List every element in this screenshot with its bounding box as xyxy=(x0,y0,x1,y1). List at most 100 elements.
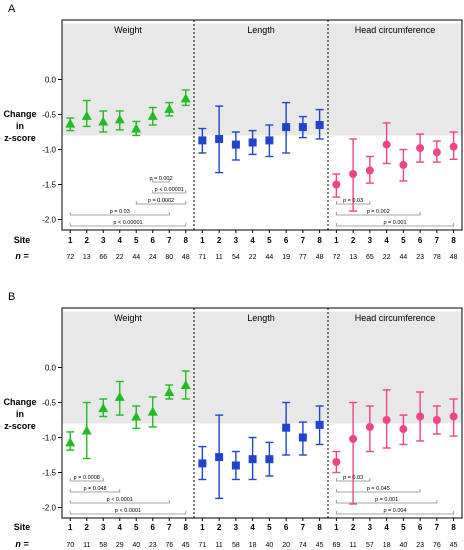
data-point xyxy=(147,110,158,120)
significance-bracket xyxy=(135,201,187,205)
site-tick-label: 3 xyxy=(234,523,239,532)
p-value-label: p = 0.001 xyxy=(383,220,406,226)
n-value: 69 xyxy=(332,542,340,549)
n-value: 22 xyxy=(383,254,391,261)
n-value: 58 xyxy=(99,542,107,549)
p-value-label: p = 0.045 xyxy=(367,486,390,492)
site-tick-label: 5 xyxy=(134,236,139,245)
n-value: 23 xyxy=(149,542,157,549)
y-axis-label-line: Change xyxy=(3,397,36,407)
n-value: 23 xyxy=(416,542,424,549)
data-point xyxy=(399,425,408,434)
panel-head-circumference: Head circumference 1 72 2 13 3 65 4 22 5 44 6 23 7 78 8… xyxy=(332,25,458,261)
p-value-label: p = 0.002 xyxy=(149,176,172,182)
n-row-label: n = xyxy=(15,539,29,549)
site-tick-label: 7 xyxy=(301,236,306,245)
data-point xyxy=(164,387,175,396)
n-value: 44 xyxy=(132,254,140,261)
n-value: 20 xyxy=(282,542,290,549)
site-tick-label: 1 xyxy=(334,236,339,245)
data-point xyxy=(231,140,240,149)
data-point xyxy=(114,114,125,124)
site-tick-label: 8 xyxy=(317,236,322,245)
site-tick-label: 7 xyxy=(167,236,172,245)
site-tick-label: 8 xyxy=(184,523,189,532)
n-value: 76 xyxy=(433,542,441,549)
site-tick-label: 5 xyxy=(134,523,139,532)
data-point xyxy=(215,135,224,143)
y-axis-label-line: in xyxy=(16,121,24,131)
panel-title: Head circumference xyxy=(355,25,436,35)
n-value: 45 xyxy=(182,542,190,549)
p-value-label: p = 0.004 xyxy=(383,508,406,514)
significance-bracket xyxy=(152,179,170,183)
site-tick-label: 8 xyxy=(451,236,456,245)
data-point xyxy=(131,123,142,133)
site-tick-label: 5 xyxy=(401,523,406,532)
p-value-label: p = 0.03 xyxy=(343,475,363,481)
panel-title: Length xyxy=(247,313,275,323)
data-point xyxy=(198,136,207,145)
site-row-label: Site xyxy=(14,235,31,245)
n-value: 57 xyxy=(366,542,374,549)
data-point xyxy=(98,403,109,413)
y-axis-label: Change in z-score xyxy=(3,397,36,431)
data-point xyxy=(81,110,92,120)
significance-bracket xyxy=(335,511,455,515)
y-tick-label: -1.0 xyxy=(42,434,56,443)
significance-bracket xyxy=(335,500,438,504)
p-value-label: p = 0.03 xyxy=(110,209,130,215)
n-value: 71 xyxy=(198,542,206,549)
n-value: 22 xyxy=(116,254,124,261)
n-value: 45 xyxy=(316,542,324,549)
site-tick-label: 7 xyxy=(167,523,172,532)
p-value-label: p = 0.0002 xyxy=(148,198,174,204)
site-tick-label: 1 xyxy=(200,236,205,245)
data-point xyxy=(382,140,391,149)
data-point xyxy=(332,180,341,189)
site-tick-label: 6 xyxy=(284,236,289,245)
n-value: 58 xyxy=(232,542,240,549)
p-value-label: p = 0.048 xyxy=(83,486,106,492)
p-value-label: p = 0.001 xyxy=(375,497,398,503)
y-tick-label: -2.0 xyxy=(42,216,56,225)
data-point xyxy=(265,136,274,145)
site-tick-label: 4 xyxy=(250,523,255,532)
data-point xyxy=(298,123,307,132)
chart-block-b: B 0.0 -0.5 -1.0 -1.5 -2.0 Change in z-score Site n… xyxy=(3,291,463,549)
data-point xyxy=(180,93,191,103)
n-value: 22 xyxy=(249,254,257,261)
p-value-label: p < 0.00001 xyxy=(155,187,184,193)
data-point xyxy=(164,103,175,113)
site-tick-label: 4 xyxy=(384,236,389,245)
significance-bracket xyxy=(335,478,371,482)
significance-bracket xyxy=(69,478,104,482)
n-value: 44 xyxy=(399,254,407,261)
panel-title: Head circumference xyxy=(355,313,436,323)
p-value-label: p = 0.0008 xyxy=(74,475,100,481)
data-point xyxy=(365,166,374,175)
site-tick-label: 2 xyxy=(217,236,222,245)
data-point xyxy=(432,148,441,157)
data-point xyxy=(215,453,224,462)
data-point xyxy=(332,458,341,466)
data-point xyxy=(81,425,92,435)
p-value-label: p = 0.002 xyxy=(367,209,390,215)
n-value: 13 xyxy=(83,254,91,261)
n-value: 40 xyxy=(265,542,273,549)
y-axis-label: Change in z-score xyxy=(3,109,36,143)
n-value: 65 xyxy=(366,254,374,261)
n-value: 11 xyxy=(215,542,222,549)
site-tick-label: 6 xyxy=(151,523,156,532)
n-value: 44 xyxy=(265,254,273,261)
y-axis-label-line: in xyxy=(16,409,24,419)
site-tick-label: 1 xyxy=(200,523,205,532)
data-point xyxy=(416,144,425,153)
panel-title: Length xyxy=(247,25,275,35)
n-value: 11 xyxy=(349,542,356,549)
n-value: 72 xyxy=(332,254,340,261)
site-tick-label: 7 xyxy=(301,523,306,532)
site-tick-label: 2 xyxy=(85,236,90,245)
data-point xyxy=(131,411,142,421)
